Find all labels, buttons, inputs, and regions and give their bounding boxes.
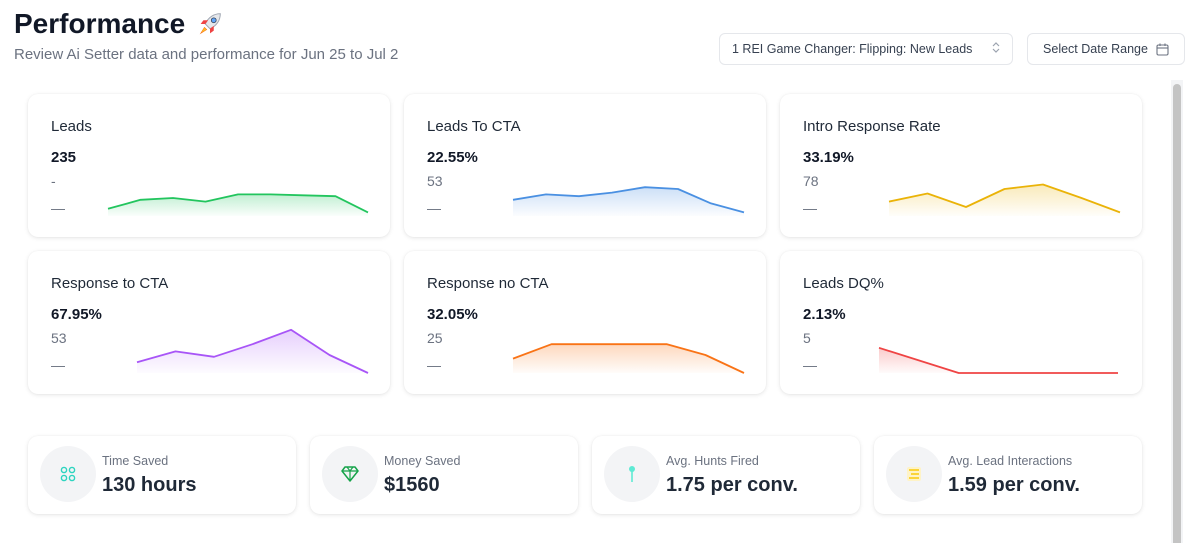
card-title: Response no CTA <box>427 275 549 292</box>
card-response-to-cta: Response to CTA 67.95% 53 — <box>28 251 390 394</box>
sparkline-line <box>107 193 369 214</box>
stat-avg-lead-interactions: Avg. Lead Interactions 1.59 per conv. <box>874 436 1142 514</box>
card-change: — <box>427 357 441 373</box>
card-title: Leads To CTA <box>427 118 521 135</box>
stat-icon-wrap <box>40 446 96 502</box>
calendar-icon <box>1156 43 1169 56</box>
sparkline-leads-to-cta <box>512 186 745 216</box>
card-subvalue: 53 <box>427 173 443 189</box>
diamond-icon <box>341 466 359 482</box>
card-title: Intro Response Rate <box>803 118 941 135</box>
card-subvalue: 25 <box>427 330 443 346</box>
sparkline-line <box>136 328 369 374</box>
scrollbar-thumb[interactable] <box>1173 84 1181 543</box>
card-value: 67.95% <box>51 306 102 323</box>
sparkline-area <box>137 329 368 373</box>
sparkline-area <box>889 184 1120 216</box>
stat-value: $1560 <box>384 474 440 496</box>
stat-label: Time Saved <box>102 454 169 468</box>
campaign-select-label: 1 REI Game Changer: Flipping: New Leads <box>732 42 973 56</box>
sparkline-line <box>512 343 745 374</box>
sparkline-leads <box>107 193 369 216</box>
sparkline-area <box>513 344 744 373</box>
card-title: Response to CTA <box>51 275 169 292</box>
card-leads: Leads 235 - — <box>28 94 390 237</box>
page-title-text: Performance <box>14 8 186 39</box>
scrollbar[interactable] <box>1171 80 1183 543</box>
stat-label: Avg. Lead Interactions <box>948 454 1073 468</box>
card-change: — <box>51 357 65 373</box>
card-leads-dq: Leads DQ% 2.13% 5 — <box>780 251 1142 394</box>
stat-label: Money Saved <box>384 454 461 468</box>
card-subvalue: 78 <box>803 173 819 189</box>
card-leads-to-cta: Leads To CTA 22.55% 53 — <box>404 94 766 237</box>
stat-value: 1.59 per conv. <box>948 474 1080 496</box>
card-response-no-cta: Response no CTA 32.05% 25 — <box>404 251 766 394</box>
page-title: Performance <box>14 8 225 40</box>
sparkline-line <box>512 186 745 214</box>
card-title: Leads <box>51 118 92 135</box>
sparkline-leads-dq <box>878 346 1118 374</box>
select-date-range-button[interactable]: Select Date Range <box>1027 33 1185 65</box>
card-change: — <box>803 200 817 216</box>
card-value: 33.19% <box>803 149 854 166</box>
stat-value: 1.75 per conv. <box>666 474 798 496</box>
sparkline-area <box>108 194 368 216</box>
stat-icon-wrap <box>886 446 942 502</box>
sparkline-intro-response-rate <box>888 183 1121 216</box>
sparkline-line <box>878 346 1118 374</box>
page-subtitle: Review Ai Setter data and performance fo… <box>14 46 399 63</box>
card-change: — <box>427 200 441 216</box>
card-title: Leads DQ% <box>803 275 884 292</box>
date-range-label: Select Date Range <box>1043 42 1148 56</box>
grid-icon <box>60 466 76 482</box>
chevron-up-down-icon <box>992 42 1000 56</box>
pin-icon <box>629 466 635 482</box>
card-value: 235 <box>51 149 77 166</box>
sparkline-area <box>879 347 1118 373</box>
sparkline-area <box>513 187 744 216</box>
card-intro-response-rate: Intro Response Rate 33.19% 78 — <box>780 94 1142 237</box>
stat-avg-hunts-fired: Avg. Hunts Fired 1.75 per conv. <box>592 436 860 514</box>
card-change: — <box>51 200 65 216</box>
sparkline-response-no-cta <box>512 343 745 374</box>
card-subvalue: 53 <box>51 330 67 346</box>
campaign-select[interactable]: 1 REI Game Changer: Flipping: New Leads <box>719 33 1013 65</box>
sparkline-response-to-cta <box>136 328 369 374</box>
card-subvalue: 5 <box>803 330 811 346</box>
card-value: 32.05% <box>427 306 478 323</box>
stat-icon-wrap <box>604 446 660 502</box>
stat-time-saved: Time Saved 130 hours <box>28 436 296 514</box>
stat-label: Avg. Hunts Fired <box>666 454 759 468</box>
stat-money-saved: Money Saved $1560 <box>310 436 578 514</box>
card-value: 22.55% <box>427 149 478 166</box>
stat-value: 130 hours <box>102 474 197 496</box>
rocket-icon <box>199 13 221 35</box>
card-change: — <box>803 357 817 373</box>
card-subvalue: - <box>51 173 56 189</box>
stat-icon-wrap <box>322 446 378 502</box>
list-icon <box>907 467 921 481</box>
card-value: 2.13% <box>803 306 846 323</box>
sparkline-line <box>888 183 1121 214</box>
